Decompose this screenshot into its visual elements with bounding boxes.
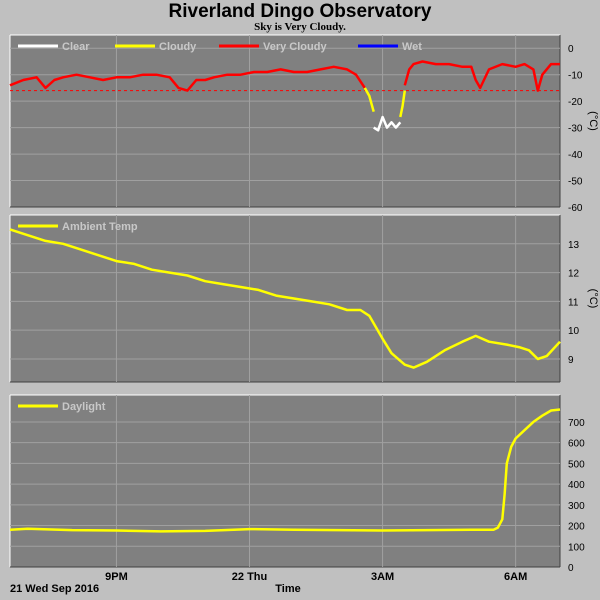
legend-label: Cloudy — [159, 41, 197, 53]
y-tick-label: 11 — [568, 297, 579, 308]
y-tick-label: 12 — [568, 269, 580, 280]
y-axis-label: (°C) — [587, 111, 599, 131]
y-tick-label: 500 — [568, 459, 585, 470]
legend-label: Clear — [62, 41, 90, 53]
y-tick-label: 600 — [568, 439, 585, 450]
y-tick-label: 200 — [568, 522, 585, 533]
series-line-very-cloudy — [9, 65, 366, 92]
y-tick-label: -10 — [568, 71, 583, 82]
x-axis-label: Time — [275, 583, 301, 595]
series-line-cloudy — [399, 90, 407, 118]
x-tick-label: 9PM — [105, 571, 128, 583]
chart-title: Riverland Dingo Observatory — [168, 1, 432, 22]
y-tick-label: -50 — [568, 177, 583, 188]
series-line-very-cloudy — [403, 60, 560, 92]
series-line-cloudy — [363, 87, 375, 113]
y-tick-label: 13 — [568, 240, 580, 251]
y-tick-label: 700 — [568, 418, 585, 429]
chart-subtitle: Sky is Very Cloudy. — [254, 21, 346, 33]
legend-label: Daylight — [62, 401, 106, 413]
y-axis-label: (°C) — [587, 289, 599, 309]
y-tick-label: 9 — [568, 355, 574, 366]
y-tick-label: -30 — [568, 124, 583, 135]
series-line-ambient-temp — [9, 228, 561, 369]
y-tick-label: -40 — [568, 150, 583, 161]
x-tick-label: 3AM — [371, 571, 394, 583]
panel-daylight — [10, 395, 560, 567]
panel-sky — [10, 35, 560, 207]
y-tick-label: 400 — [568, 480, 585, 491]
y-tick-label: 300 — [568, 501, 585, 512]
legend-label: Wet — [402, 41, 422, 53]
series-line-clear — [373, 115, 402, 132]
y-tick-label: 10 — [568, 326, 580, 337]
x-tick-label: 6AM — [504, 571, 527, 583]
y-tick-label: 0 — [568, 44, 574, 55]
date-label: 21 Wed Sep 2016 — [10, 583, 100, 595]
y-tick-label: -60 — [568, 203, 583, 214]
y-tick-label: -20 — [568, 97, 583, 108]
y-tick-label: 0 — [568, 563, 574, 574]
series-line-daylight — [9, 408, 561, 533]
legend-label: Ambient Temp — [62, 221, 138, 233]
x-tick-label: 22 Thu — [232, 571, 267, 583]
legend-label: Very Cloudy — [263, 41, 327, 53]
y-tick-label: 100 — [568, 542, 585, 553]
panel-ambient — [10, 215, 560, 382]
